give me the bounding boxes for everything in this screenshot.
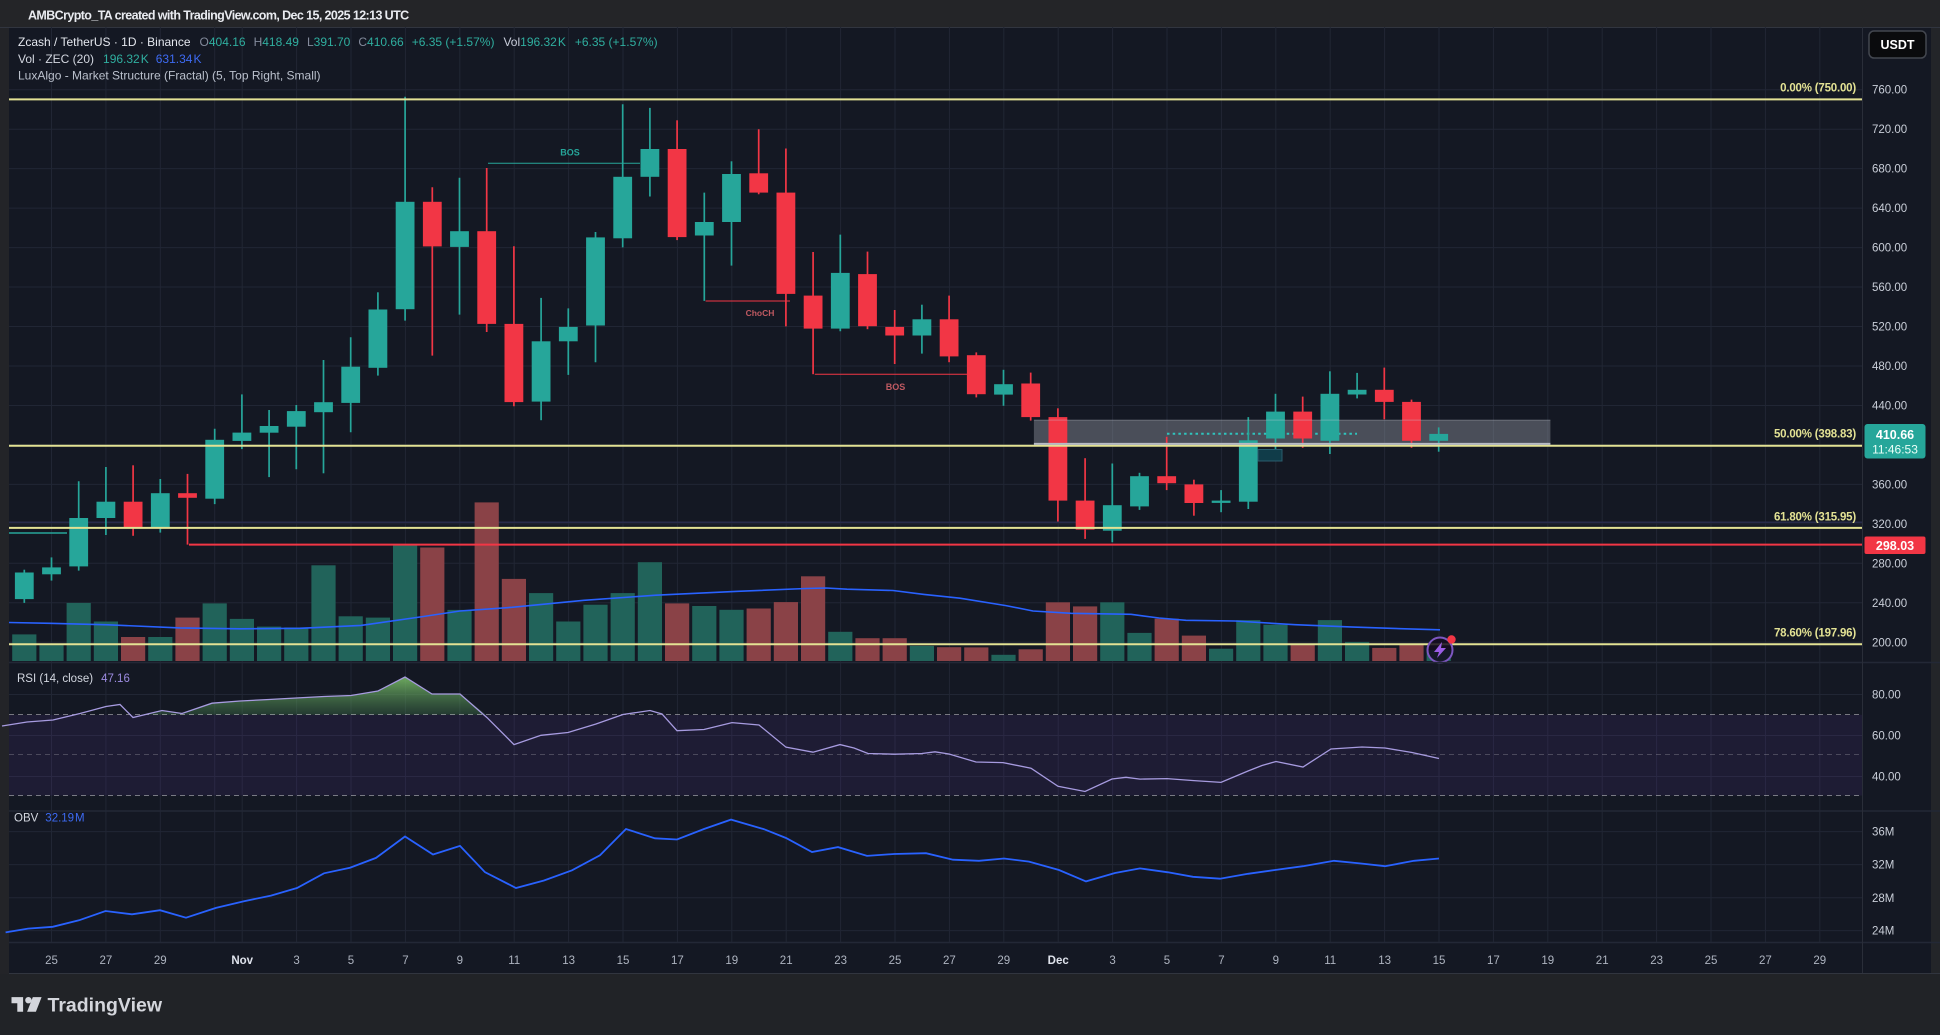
svg-text:27: 27 xyxy=(1759,955,1772,967)
svg-text:13: 13 xyxy=(562,955,575,967)
svg-text:Dec: Dec xyxy=(1048,955,1070,967)
svg-text:11:46:53: 11:46:53 xyxy=(1872,443,1918,457)
svg-text:23: 23 xyxy=(1650,955,1663,967)
svg-text:520.00: 520.00 xyxy=(1872,322,1907,334)
svg-text:25: 25 xyxy=(45,955,58,967)
svg-text:BOS: BOS xyxy=(560,148,580,158)
svg-text:27: 27 xyxy=(943,955,956,967)
svg-text:600.00: 600.00 xyxy=(1872,243,1907,255)
svg-text:3: 3 xyxy=(293,955,299,967)
svg-text:200.00: 200.00 xyxy=(1872,637,1907,649)
svg-text:32M: 32M xyxy=(1872,860,1894,872)
svg-text:19: 19 xyxy=(1541,955,1554,967)
svg-text:28M: 28M xyxy=(1872,893,1894,905)
svg-text:27: 27 xyxy=(100,955,113,967)
svg-text:29: 29 xyxy=(997,955,1010,967)
svg-text:21: 21 xyxy=(1596,955,1609,967)
svg-text:410.66: 410.66 xyxy=(1876,428,1914,442)
svg-text:360.00: 360.00 xyxy=(1872,479,1907,491)
svg-text:5: 5 xyxy=(1164,955,1170,967)
svg-text:7: 7 xyxy=(1218,955,1224,967)
svg-text:440.00: 440.00 xyxy=(1872,401,1907,413)
svg-text:15: 15 xyxy=(617,955,630,967)
svg-text:9: 9 xyxy=(457,955,463,967)
svg-text:Zcash / TetherUS · 1D · Binanc: Zcash / TetherUS · 1D · Binance O404.16 H4… xyxy=(18,35,658,49)
svg-text:11: 11 xyxy=(508,955,520,967)
svg-text:19: 19 xyxy=(725,955,738,967)
svg-text:25: 25 xyxy=(1705,955,1718,967)
svg-text:25: 25 xyxy=(889,955,902,967)
svg-text:240.00: 240.00 xyxy=(1872,598,1907,610)
svg-text:USDT: USDT xyxy=(1880,38,1914,52)
svg-text:560.00: 560.00 xyxy=(1872,282,1907,294)
svg-text:61.80% (315.95): 61.80% (315.95) xyxy=(1774,512,1856,524)
svg-text:50.00% (398.83): 50.00% (398.83) xyxy=(1774,429,1856,441)
svg-text:AMBCrypto_TA created with Trad: AMBCrypto_TA created with TradingView.co… xyxy=(28,9,409,23)
svg-text:760.00: 760.00 xyxy=(1872,85,1907,97)
svg-text:36M: 36M xyxy=(1872,827,1894,839)
svg-text:280.00: 280.00 xyxy=(1872,558,1907,570)
svg-text:23: 23 xyxy=(834,955,847,967)
svg-text:480.00: 480.00 xyxy=(1872,361,1907,373)
svg-text:78.60% (197.96): 78.60% (197.96) xyxy=(1774,628,1856,640)
svg-text:298.03: 298.03 xyxy=(1876,539,1914,553)
svg-text:15: 15 xyxy=(1433,955,1446,967)
svg-text:ChoCH: ChoCH xyxy=(746,308,775,318)
svg-text:640.00: 640.00 xyxy=(1872,203,1907,215)
svg-text:40.00: 40.00 xyxy=(1872,772,1901,784)
svg-text:60.00: 60.00 xyxy=(1872,731,1901,743)
svg-text:21: 21 xyxy=(780,955,793,967)
svg-text:LuxAlgo - Market Structure (Fr: LuxAlgo - Market Structure (Fractal) (5,… xyxy=(18,69,321,83)
svg-text:0.00% (750.00): 0.00% (750.00) xyxy=(1780,83,1856,95)
svg-text:80.00: 80.00 xyxy=(1872,690,1901,702)
svg-text:29: 29 xyxy=(154,955,167,967)
svg-text:320.00: 320.00 xyxy=(1872,519,1907,531)
svg-text:13: 13 xyxy=(1378,955,1391,967)
svg-text:720.00: 720.00 xyxy=(1872,124,1907,136)
svg-text:680.00: 680.00 xyxy=(1872,164,1907,176)
svg-text:RSI (14, close)47.16: RSI (14, close) 47.16 xyxy=(17,673,130,685)
svg-text:9: 9 xyxy=(1273,955,1279,967)
svg-text:TradingView: TradingView xyxy=(48,995,163,1017)
svg-text:5: 5 xyxy=(348,955,354,967)
svg-text:11: 11 xyxy=(1324,955,1336,967)
svg-text:17: 17 xyxy=(1487,955,1500,967)
svg-text:Nov: Nov xyxy=(231,955,253,967)
svg-text:24M: 24M xyxy=(1872,926,1894,938)
svg-text:17: 17 xyxy=(671,955,684,967)
svg-text:7: 7 xyxy=(402,955,408,967)
svg-text:BOS: BOS xyxy=(886,382,906,392)
svg-text:29: 29 xyxy=(1813,955,1826,967)
svg-text:3: 3 xyxy=(1109,955,1115,967)
